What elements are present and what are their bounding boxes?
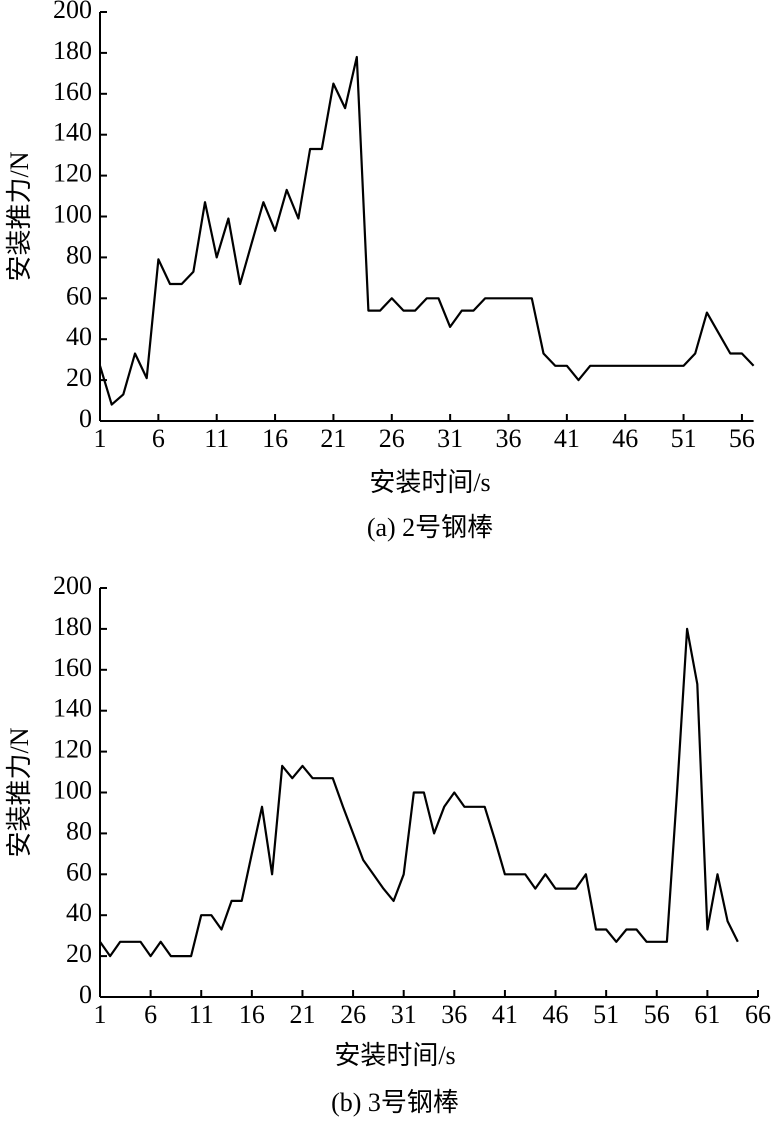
x-tick-label: 36 (496, 424, 522, 453)
y-tick-label: 40 (66, 898, 92, 927)
x-tick-label: 1 (94, 1000, 107, 1029)
y-tick-label: 120 (53, 159, 92, 188)
y-tick-label: 0 (79, 404, 92, 433)
x-tick-label: 11 (189, 1000, 214, 1029)
x-tick-label: 46 (543, 1000, 569, 1029)
y-tick-label: 80 (66, 240, 92, 269)
caption: (a) 2号钢棒 (367, 513, 493, 542)
x-tick-label: 6 (144, 1000, 157, 1029)
x-axis-label: 安装时间/s (369, 468, 490, 497)
y-tick-label: 140 (53, 118, 92, 147)
x-axis-label: 安装时间/s (334, 1041, 455, 1070)
caption: (b) 3号钢棒 (331, 1088, 459, 1117)
y-tick-label: 160 (53, 653, 92, 682)
x-tick-label: 46 (612, 424, 638, 453)
y-tick-label: 60 (66, 857, 92, 886)
x-tick-label: 56 (644, 1000, 670, 1029)
x-tick-label: 1 (94, 424, 107, 453)
y-tick-label: 160 (53, 77, 92, 106)
y-tick-label: 200 (53, 0, 92, 24)
x-tick-label: 41 (492, 1000, 518, 1029)
x-tick-label: 31 (391, 1000, 417, 1029)
x-tick-label: 66 (745, 1000, 771, 1029)
y-tick-label: 80 (66, 816, 92, 845)
x-tick-label: 26 (379, 424, 405, 453)
y-tick-label: 180 (53, 612, 92, 641)
x-tick-label: 41 (554, 424, 580, 453)
data-line (99, 627, 739, 958)
x-tick-label: 51 (671, 424, 697, 453)
x-tick-label: 16 (262, 424, 288, 453)
x-tick-label: 21 (320, 424, 346, 453)
y-tick-label: 200 (53, 571, 92, 600)
x-tick-label: 51 (593, 1000, 619, 1029)
x-tick-label: 56 (729, 424, 755, 453)
x-tick-label: 36 (441, 1000, 467, 1029)
y-tick-label: 100 (53, 199, 92, 228)
y-tick-label: 20 (66, 363, 92, 392)
y-tick-label: 100 (53, 775, 92, 804)
x-tick-label: 26 (340, 1000, 366, 1029)
x-tick-label: 16 (239, 1000, 265, 1029)
x-tick-label: 6 (152, 424, 165, 453)
y-tick-label: 120 (53, 735, 92, 764)
y-tick-label: 40 (66, 322, 92, 351)
y-tick-label: 0 (79, 980, 92, 1009)
y-axis-label: 安装推力/N (5, 151, 34, 281)
y-tick-label: 20 (66, 939, 92, 968)
x-tick-label: 31 (437, 424, 463, 453)
y-tick-label: 180 (53, 36, 92, 65)
x-tick-label: 61 (694, 1000, 720, 1029)
x-tick-label: 21 (289, 1000, 315, 1029)
y-axis-label: 安装推力/N (5, 727, 34, 857)
x-tick-label: 11 (204, 424, 229, 453)
y-tick-label: 140 (53, 694, 92, 723)
data-line (98, 55, 755, 406)
y-tick-label: 60 (66, 281, 92, 310)
